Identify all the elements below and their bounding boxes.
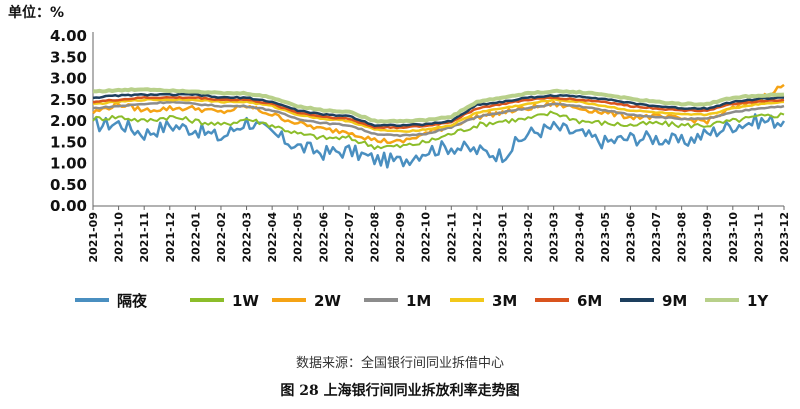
x-tick-label: 2022-04 [266, 212, 279, 263]
x-tick-label: 2022-09 [394, 212, 407, 263]
y-tick-label: 2.50 [50, 91, 87, 109]
series-line-7 [92, 92, 785, 128]
y-tick-label: 0.50 [50, 176, 87, 194]
x-tick-label: 2023-03 [548, 212, 561, 263]
y-tick-label: 4.00 [50, 27, 87, 45]
x-tick-label: 2023-08 [676, 212, 689, 263]
y-tick-label: 1.50 [50, 133, 87, 151]
x-tick-label: 2022-07 [343, 212, 356, 263]
x-tick-label: 2022-05 [292, 212, 305, 263]
x-tick-label: 2021-09 [87, 212, 100, 263]
x-tick-label: 2023-10 [727, 212, 740, 263]
x-tick-label: 2023-11 [752, 212, 765, 263]
x-tick-label: 2023-12 [778, 212, 791, 263]
x-tick-label: 2022-03 [241, 212, 254, 263]
x-tick-label: 2022-01 [189, 212, 202, 263]
x-tick-label: 2021-11 [138, 212, 151, 263]
legend-label: 6M [577, 292, 602, 310]
series-line-8 [92, 87, 785, 124]
x-tick-label: 2022-06 [317, 212, 330, 263]
legend-label: 3M [492, 292, 517, 310]
y-tick-label: 3.50 [50, 48, 87, 66]
x-tick-label: 2022-08 [369, 212, 382, 263]
series-line-2 [92, 110, 785, 150]
legend-label: 2W [314, 292, 341, 310]
legend-label: 1W [232, 292, 259, 310]
axes: 4.003.503.002.502.001.501.000.500.002021… [50, 27, 791, 263]
y-tick-label: 0.00 [50, 197, 87, 215]
figure-caption: 图 28 上海银行间同业拆放利率走势图 [280, 383, 520, 399]
series-line-1 [92, 113, 786, 169]
series-line-6 [92, 95, 785, 130]
y-tick-label: 1.00 [50, 155, 87, 173]
x-tick-label: 2023-09 [701, 212, 714, 263]
legend-label: 1Y [747, 292, 769, 310]
legend-label: 9M [662, 292, 687, 310]
x-tick-label: 2023-05 [599, 212, 612, 263]
unit-label: 单位：% [8, 5, 65, 21]
legend-label: 1M [406, 292, 431, 310]
series-line-5 [93, 97, 785, 133]
legend: 隔夜 1W 2W 1M 3M 6M 9M 1Y [75, 292, 769, 310]
x-tick-label: 2023-06 [624, 212, 637, 263]
series-layer [92, 83, 786, 169]
x-tick-label: 2021-10 [113, 212, 126, 263]
x-tick-label: 2022-12 [471, 212, 484, 263]
y-tick-label: 3.00 [50, 70, 87, 88]
x-tick-label: 2023-07 [650, 212, 663, 263]
x-tick-label: 2022-02 [215, 212, 228, 263]
x-tick-label: 2023-01 [496, 212, 509, 263]
x-tick-label: 2023-02 [522, 212, 535, 263]
line-chart: 4.003.503.002.502.001.501.000.500.002021… [50, 27, 791, 310]
x-tick-label: 2023-04 [573, 212, 586, 263]
series-line-4 [92, 100, 785, 138]
legend-label: 隔夜 [117, 292, 148, 310]
x-tick-label: 2022-10 [420, 212, 433, 263]
y-tick-label: 2.00 [50, 112, 87, 130]
data-source-note: 数据来源：全国银行间同业拆借中心 [295, 356, 504, 371]
x-tick-label: 2021-12 [164, 212, 177, 263]
x-tick-label: 2022-11 [445, 212, 458, 263]
